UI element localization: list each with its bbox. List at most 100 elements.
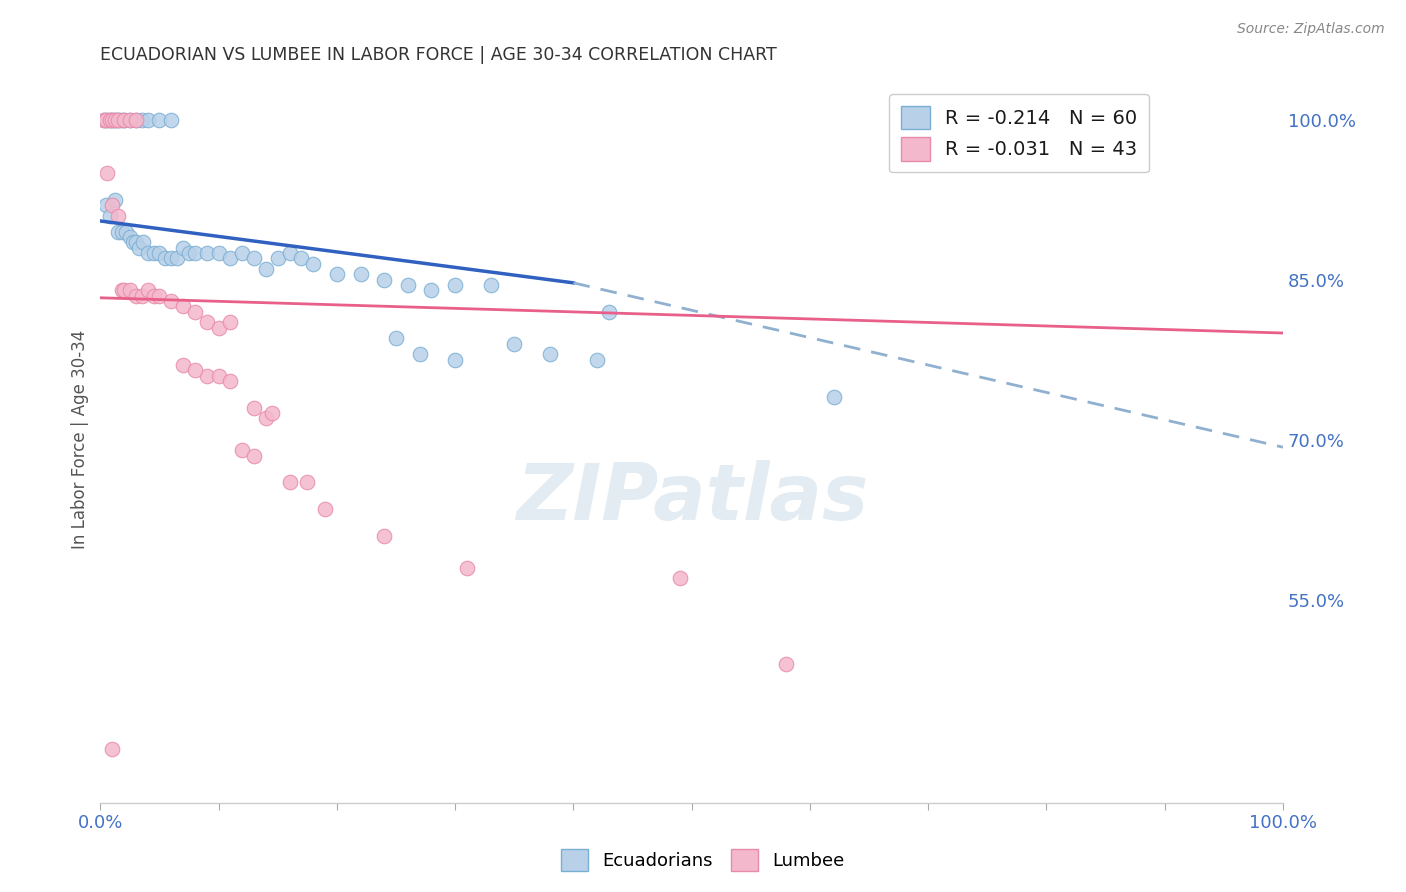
Point [111,112,134,127]
Point [420,283,443,297]
Point [112,112,135,127]
Point [538,347,561,361]
Point [118,283,141,297]
Point [98,112,121,127]
Point [503,336,526,351]
Point [231,246,253,260]
Point [385,331,408,345]
Point [297,475,319,490]
Point [243,401,266,415]
Point [456,561,478,575]
Point [219,252,242,266]
Point [195,368,218,383]
Point [103,193,125,207]
Point [172,358,194,372]
Point [184,363,207,377]
Point [195,246,218,260]
Point [96,166,118,180]
Point [118,112,141,127]
Point [172,299,194,313]
Point [172,241,194,255]
Point [669,572,692,586]
Point [254,262,277,277]
Point [101,198,124,212]
Point [131,288,153,302]
Point [160,293,183,308]
Point [101,112,124,127]
Point [93,112,115,127]
Point [112,283,135,297]
Point [115,225,138,239]
Point [128,241,150,255]
Point [103,112,125,127]
Point [177,246,200,260]
Point [290,252,312,266]
Point [479,278,502,293]
Point [101,742,124,756]
Point [373,529,395,543]
Point [231,443,253,458]
Point [96,112,118,127]
Point [125,112,148,127]
Point [107,112,129,127]
Point [107,225,129,239]
Point [108,112,131,127]
Point [396,278,419,293]
Point [136,283,159,297]
Point [111,283,134,297]
Point [111,225,134,239]
Point [278,246,301,260]
Point [207,246,229,260]
Point [96,112,118,127]
Point [103,112,125,127]
Point [823,390,845,404]
Point [118,112,141,127]
Point [207,368,229,383]
Point [408,347,430,361]
Point [107,209,129,223]
Point [132,235,155,250]
Text: ZIPatlas: ZIPatlas [516,459,868,536]
Y-axis label: In Labor Force | Age 30-34: In Labor Force | Age 30-34 [72,330,89,549]
Point [118,230,141,244]
Point [131,112,153,127]
Point [243,449,266,463]
Legend: Ecuadorians, Lumbee: Ecuadorians, Lumbee [554,842,852,879]
Point [122,235,145,250]
Point [207,320,229,334]
Point [598,304,620,318]
Point [267,252,290,266]
Point [195,315,218,329]
Point [136,246,159,260]
Point [142,288,165,302]
Point [160,112,183,127]
Text: Source: ZipAtlas.com: Source: ZipAtlas.com [1237,22,1385,37]
Point [142,246,165,260]
Point [148,288,170,302]
Text: ECUADORIAN VS LUMBEE IN LABOR FORCE | AGE 30-34 CORRELATION CHART: ECUADORIAN VS LUMBEE IN LABOR FORCE | AG… [100,46,778,64]
Point [278,475,301,490]
Point [444,278,467,293]
Legend: R = -0.214   N = 60, R = -0.031   N = 43: R = -0.214 N = 60, R = -0.031 N = 43 [889,94,1149,172]
Point [444,352,467,367]
Point [125,288,148,302]
Point [166,252,188,266]
Point [125,235,148,250]
Point [302,257,325,271]
Point [260,406,283,420]
Point [136,112,159,127]
Point [184,304,207,318]
Point [373,273,395,287]
Point [219,315,242,329]
Point [219,374,242,388]
Point [349,268,371,282]
Point [101,112,124,127]
Point [98,209,121,223]
Point [586,352,609,367]
Point [125,112,148,127]
Point [160,252,183,266]
Point [326,268,349,282]
Point [184,246,207,260]
Point [98,112,121,127]
Point [93,112,115,127]
